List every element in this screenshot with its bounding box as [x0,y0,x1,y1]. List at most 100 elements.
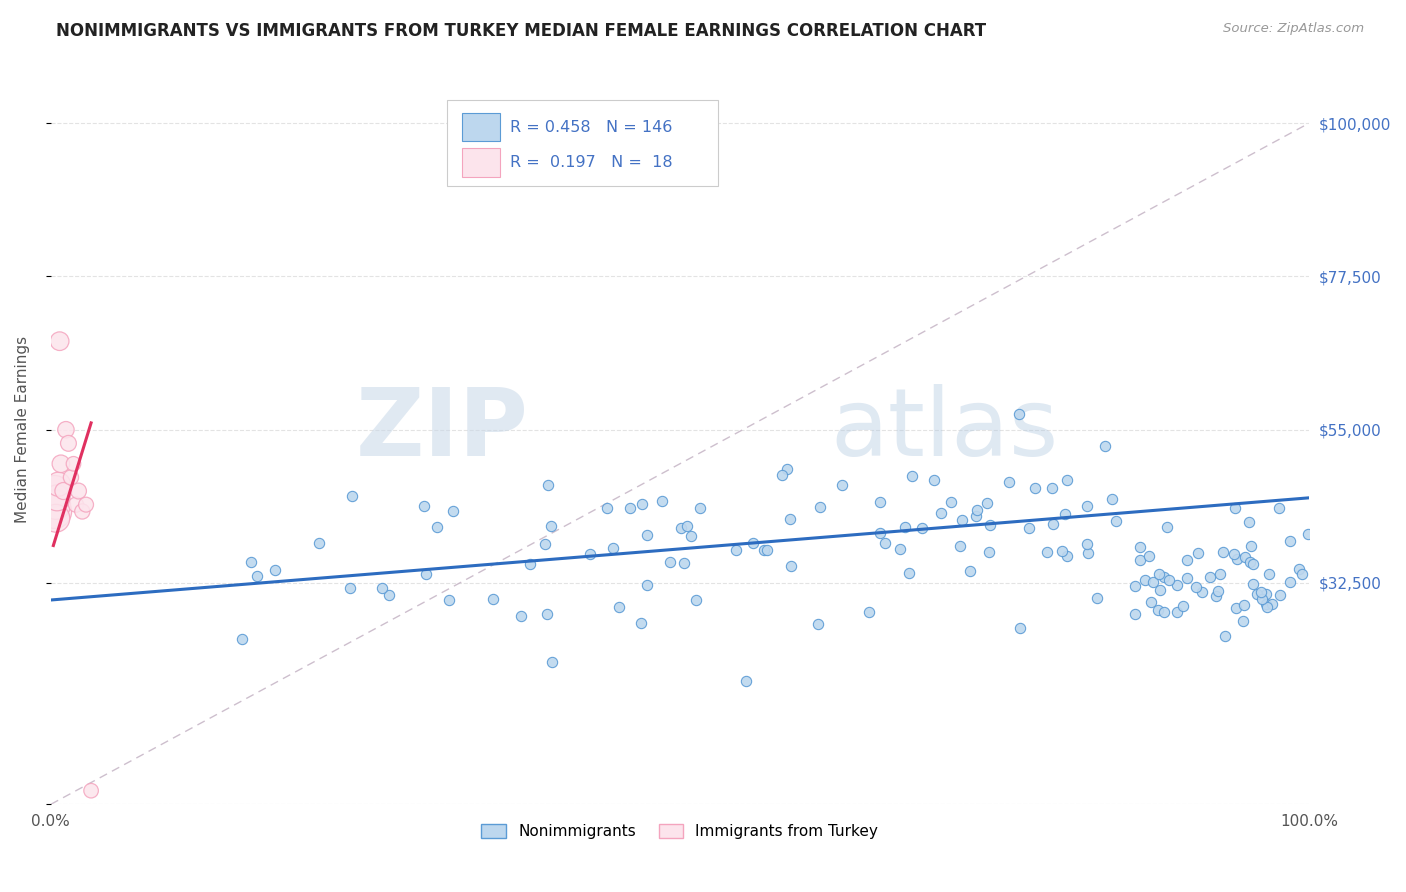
Point [1123,607,1146,621]
Point [869,526,891,541]
Point [45,498,67,512]
Point [770,468,793,483]
Point [45,511,67,525]
Point [246,568,269,582]
Point [651,494,673,508]
Point [1291,567,1313,582]
Point [1153,569,1175,583]
Point [950,513,973,527]
Point [1191,584,1213,599]
Point [1296,526,1319,541]
Point [75,498,97,512]
Point [48,334,70,348]
Point [998,475,1021,490]
Point [1076,499,1098,513]
Point [1279,575,1302,590]
Point [873,535,896,549]
Point [58,436,80,450]
Point [1101,492,1123,507]
Point [858,605,880,619]
Point [1175,553,1198,567]
Point [929,506,952,520]
Point [536,607,558,621]
Point [72,504,94,518]
Point [901,468,924,483]
Point [1140,595,1163,609]
Point [426,520,449,534]
Point [735,674,758,689]
Point [308,535,330,549]
Point [959,564,981,578]
Point [540,519,562,533]
Point [44,483,66,498]
Point [685,592,707,607]
Point [1261,598,1284,612]
Text: R = 0.458   N = 146: R = 0.458 N = 146 [510,120,672,135]
Point [1171,599,1194,614]
Point [689,500,711,515]
Text: atlas: atlas [831,384,1059,475]
Point [1149,582,1171,597]
Point [1076,537,1098,551]
Point [415,566,437,581]
Point [1288,562,1310,576]
Point [630,615,652,630]
Point [536,478,558,492]
Point [1056,549,1078,564]
Point [1239,539,1261,553]
Point [1233,598,1256,612]
Point [1256,599,1278,614]
Point [62,457,84,471]
Point [44,504,66,518]
Point [889,542,911,557]
Text: NONIMMIGRANTS VS IMMIGRANTS FROM TURKEY MEDIAN FEMALE EARNINGS CORRELATION CHART: NONIMMIGRANTS VS IMMIGRANTS FROM TURKEY … [56,22,987,40]
Point [1153,605,1175,619]
Point [669,521,692,535]
Point [1250,585,1272,599]
Point [48,477,70,491]
Point [949,539,972,553]
Point [1241,577,1264,591]
Point [264,563,287,577]
Point [1036,544,1059,558]
Point [807,616,830,631]
Point [1258,567,1281,582]
Point [339,581,361,595]
Point [1157,573,1180,587]
Point [679,529,702,543]
Point [1085,591,1108,606]
Point [1213,629,1236,643]
Point [482,592,505,607]
Point [510,608,533,623]
Point [371,581,394,595]
Point [1147,603,1170,617]
Point [1268,501,1291,516]
Point [607,599,630,614]
Point [441,504,464,518]
Point [636,578,658,592]
Point [1040,481,1063,495]
Point [1123,579,1146,593]
Point [541,655,564,669]
Bar [463,112,501,141]
Point [1254,597,1277,611]
Point [1198,569,1220,583]
Point [869,495,891,509]
Point [1094,439,1116,453]
Point [658,555,681,569]
Point [437,592,460,607]
Point [1135,573,1157,587]
Point [1010,621,1032,635]
Point [1279,533,1302,548]
Point [619,500,641,515]
Point [67,483,90,498]
Point [1105,514,1128,528]
Point [1254,586,1277,600]
Point [1184,580,1206,594]
Point [579,547,602,561]
Point [1270,588,1292,602]
Point [724,542,747,557]
Point [1142,574,1164,589]
Point [519,557,541,571]
Point [779,559,801,574]
